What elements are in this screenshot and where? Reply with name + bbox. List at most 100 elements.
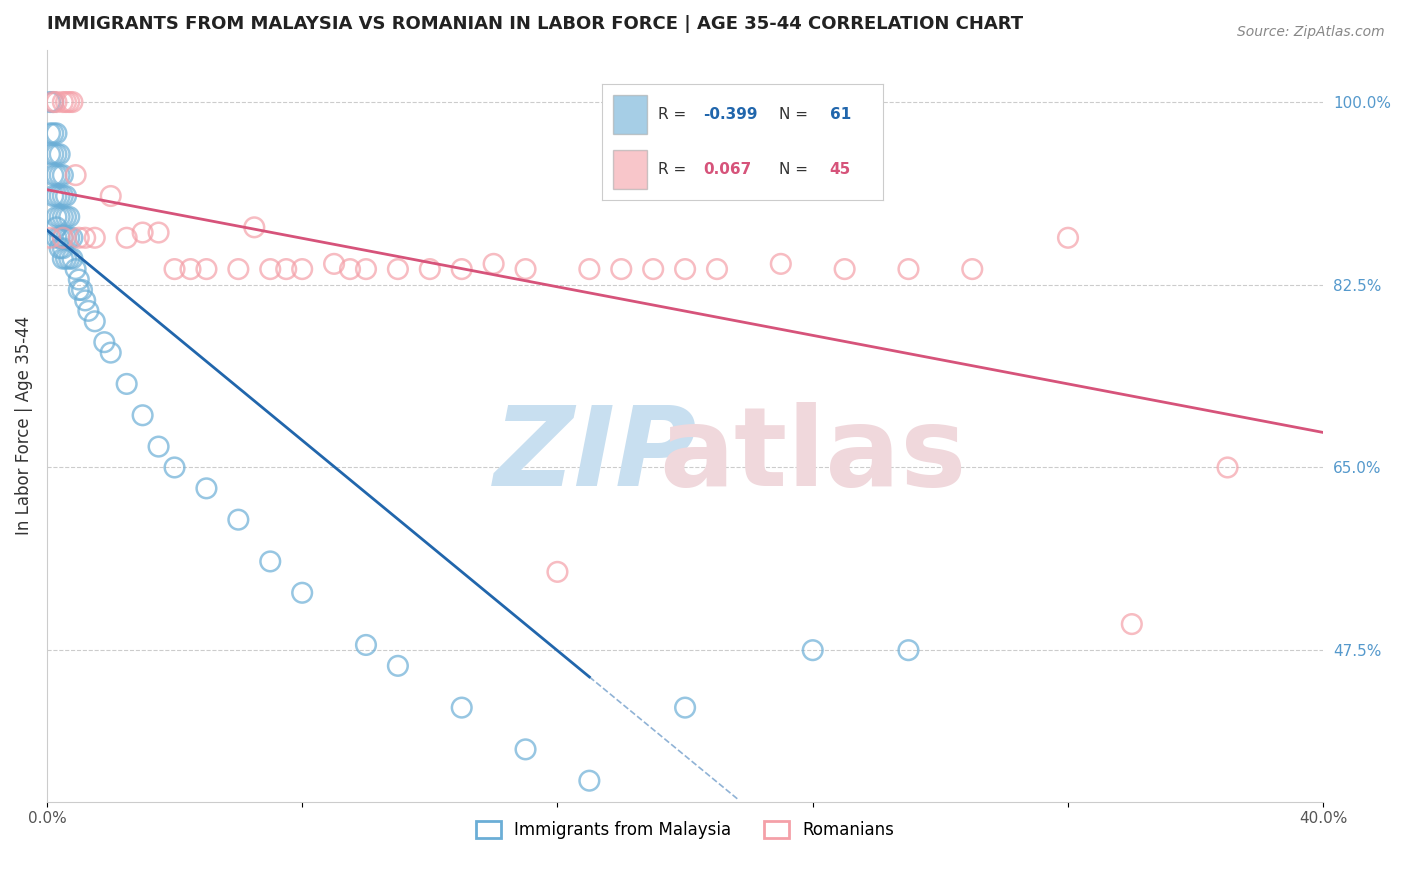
Point: [115, 231, 138, 245]
Point: [75, 293, 97, 308]
Point: [291, 586, 314, 600]
Point: [45, 231, 67, 245]
Point: [323, 257, 346, 271]
Point: [354, 262, 377, 277]
Point: [39, 231, 62, 245]
Point: [48, 168, 70, 182]
Point: [45, 147, 67, 161]
Text: ZIP: ZIP: [494, 402, 697, 509]
Point: [58, 252, 80, 266]
Point: [578, 262, 600, 277]
Point: [387, 658, 409, 673]
Legend: Immigrants from Malaysia, Romanians: Immigrants from Malaysia, Romanians: [470, 814, 901, 846]
Point: [65, 262, 87, 277]
Point: [58, 210, 80, 224]
Point: [42, 147, 65, 161]
Point: [1121, 617, 1143, 632]
Point: [62, 95, 84, 109]
Point: [62, 252, 84, 266]
Point: [55, 95, 77, 109]
Point: [45, 220, 67, 235]
Point: [897, 262, 920, 277]
Point: [42, 189, 65, 203]
Point: [243, 220, 266, 235]
Point: [1216, 460, 1239, 475]
Point: [83, 231, 105, 245]
Point: [419, 262, 441, 277]
Point: [450, 700, 472, 714]
Point: [48, 210, 70, 224]
Point: [52, 168, 75, 182]
Point: [515, 742, 537, 756]
Point: [70, 283, 93, 297]
Point: [62, 231, 84, 245]
Point: [387, 262, 409, 277]
Point: [673, 700, 696, 714]
Point: [163, 460, 186, 475]
Point: [291, 262, 314, 277]
Point: [962, 262, 984, 277]
Point: [48, 231, 70, 245]
Point: [48, 147, 70, 161]
Point: [52, 231, 75, 245]
Point: [48, 189, 70, 203]
Point: [75, 231, 97, 245]
Point: [148, 440, 170, 454]
Point: [673, 262, 696, 277]
Point: [354, 638, 377, 652]
Point: [83, 314, 105, 328]
Point: [546, 565, 568, 579]
Point: [1057, 231, 1080, 245]
Point: [148, 226, 170, 240]
Point: [45, 95, 67, 109]
Point: [450, 262, 472, 277]
Point: [55, 252, 77, 266]
Point: [179, 262, 201, 277]
Point: [100, 345, 122, 359]
Point: [39, 127, 62, 141]
Point: [48, 241, 70, 255]
Point: [515, 262, 537, 277]
Point: [259, 262, 281, 277]
Point: [643, 262, 665, 277]
Point: [93, 335, 115, 350]
Point: [228, 513, 250, 527]
Point: [131, 409, 153, 423]
Point: [482, 257, 505, 271]
Point: [769, 257, 792, 271]
Point: [115, 376, 138, 391]
Point: [52, 189, 75, 203]
Point: [42, 95, 65, 109]
Point: [67, 283, 90, 297]
Point: [67, 272, 90, 286]
Point: [45, 210, 67, 224]
Point: [195, 481, 218, 495]
Point: [339, 262, 361, 277]
Point: [45, 189, 67, 203]
Text: atlas: atlas: [659, 402, 966, 509]
Point: [42, 168, 65, 182]
Point: [52, 95, 75, 109]
Point: [834, 262, 856, 277]
Point: [706, 262, 728, 277]
Point: [52, 241, 75, 255]
Point: [801, 643, 824, 657]
Point: [39, 95, 62, 109]
Point: [259, 554, 281, 568]
Point: [55, 210, 77, 224]
Point: [77, 303, 100, 318]
Point: [65, 168, 87, 182]
Point: [52, 231, 75, 245]
Point: [42, 127, 65, 141]
Point: [55, 189, 77, 203]
Point: [52, 252, 75, 266]
Point: [228, 262, 250, 277]
Point: [39, 147, 62, 161]
Point: [897, 643, 920, 657]
Point: [45, 168, 67, 182]
Point: [58, 231, 80, 245]
Point: [45, 127, 67, 141]
Text: IMMIGRANTS FROM MALAYSIA VS ROMANIAN IN LABOR FORCE | AGE 35-44 CORRELATION CHAR: IMMIGRANTS FROM MALAYSIA VS ROMANIAN IN …: [46, 15, 1024, 33]
Point: [131, 226, 153, 240]
Point: [163, 262, 186, 277]
